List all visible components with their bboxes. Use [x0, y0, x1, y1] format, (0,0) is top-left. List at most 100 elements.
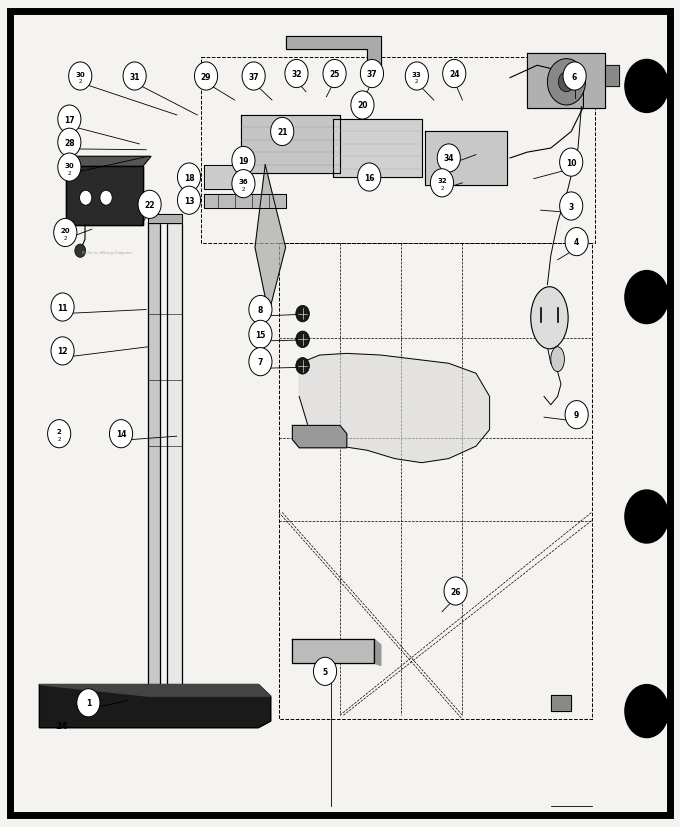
Text: 2: 2 — [57, 437, 61, 442]
Polygon shape — [292, 426, 347, 448]
Polygon shape — [241, 116, 340, 174]
Polygon shape — [66, 167, 143, 226]
Circle shape — [271, 118, 294, 146]
Circle shape — [444, 577, 467, 605]
Text: 9: 9 — [574, 411, 579, 419]
Circle shape — [430, 170, 454, 198]
Circle shape — [58, 129, 81, 157]
Text: 32: 32 — [437, 178, 447, 184]
Text: 3: 3 — [568, 203, 574, 211]
Circle shape — [58, 106, 81, 134]
Polygon shape — [425, 132, 507, 186]
Polygon shape — [66, 157, 151, 167]
Circle shape — [177, 187, 201, 215]
Polygon shape — [527, 54, 605, 109]
Text: 22: 22 — [144, 201, 155, 209]
Circle shape — [625, 271, 668, 324]
Circle shape — [565, 401, 588, 429]
Polygon shape — [255, 165, 286, 314]
Circle shape — [547, 60, 585, 106]
Circle shape — [296, 332, 309, 348]
Text: 25: 25 — [329, 70, 340, 79]
Circle shape — [48, 420, 71, 448]
Text: 15: 15 — [255, 331, 266, 339]
Circle shape — [405, 63, 428, 91]
Text: 2: 2 — [67, 170, 71, 175]
Circle shape — [560, 193, 583, 221]
Polygon shape — [167, 223, 182, 686]
Circle shape — [296, 358, 309, 375]
Polygon shape — [374, 639, 381, 666]
Text: 19: 19 — [238, 157, 249, 165]
Circle shape — [560, 149, 583, 177]
Circle shape — [313, 657, 337, 686]
Text: 34: 34 — [443, 155, 454, 163]
Text: 2: 2 — [63, 236, 67, 241]
Polygon shape — [333, 120, 422, 178]
Circle shape — [625, 60, 668, 113]
Circle shape — [77, 689, 100, 717]
Text: 37: 37 — [248, 73, 259, 81]
Polygon shape — [299, 354, 490, 463]
Text: 20: 20 — [61, 227, 70, 234]
Circle shape — [296, 306, 309, 323]
Circle shape — [109, 420, 133, 448]
Circle shape — [123, 63, 146, 91]
Circle shape — [351, 92, 374, 120]
Text: 12: 12 — [57, 347, 68, 356]
Circle shape — [51, 337, 74, 366]
Circle shape — [75, 245, 86, 258]
Polygon shape — [551, 695, 571, 711]
Circle shape — [249, 348, 272, 376]
Circle shape — [563, 63, 586, 91]
Text: 17: 17 — [64, 116, 75, 124]
Text: 31: 31 — [129, 73, 140, 81]
Text: 32: 32 — [291, 70, 302, 79]
Circle shape — [358, 164, 381, 192]
Text: 24: 24 — [55, 721, 67, 729]
Circle shape — [249, 296, 272, 324]
Text: 18: 18 — [184, 174, 194, 182]
Text: 36: 36 — [239, 179, 248, 185]
Text: 7: 7 — [258, 358, 263, 366]
Circle shape — [69, 63, 92, 91]
Text: 29: 29 — [201, 73, 211, 81]
Circle shape — [54, 219, 77, 247]
Text: 2: 2 — [415, 79, 419, 84]
Circle shape — [51, 294, 74, 322]
Text: 13: 13 — [184, 197, 194, 205]
Circle shape — [100, 191, 112, 206]
Text: 37: 37 — [367, 70, 377, 79]
Circle shape — [138, 191, 161, 219]
Text: 14: 14 — [116, 430, 126, 438]
Text: 28: 28 — [64, 139, 75, 147]
Polygon shape — [204, 194, 286, 208]
Text: 26: 26 — [450, 587, 461, 595]
Polygon shape — [286, 37, 381, 66]
Text: 6: 6 — [572, 73, 577, 81]
Ellipse shape — [551, 347, 564, 372]
Circle shape — [360, 60, 384, 88]
Circle shape — [242, 63, 265, 91]
Circle shape — [232, 147, 255, 175]
Text: 4: 4 — [574, 238, 579, 246]
Polygon shape — [292, 639, 374, 663]
Polygon shape — [39, 685, 271, 728]
Text: Refer to Wiring Diagram: Refer to Wiring Diagram — [82, 251, 132, 254]
Polygon shape — [148, 215, 182, 223]
Text: 1: 1 — [86, 699, 91, 707]
Circle shape — [177, 164, 201, 192]
Circle shape — [80, 191, 92, 206]
Text: 5: 5 — [322, 667, 328, 676]
Circle shape — [232, 170, 255, 198]
Circle shape — [249, 321, 272, 349]
Text: 8: 8 — [258, 306, 263, 314]
Circle shape — [58, 154, 81, 182]
Ellipse shape — [530, 287, 568, 349]
Polygon shape — [39, 685, 271, 696]
Circle shape — [625, 490, 668, 543]
Text: 2: 2 — [57, 428, 61, 435]
Text: 2: 2 — [440, 186, 444, 191]
Text: 21: 21 — [277, 128, 288, 136]
Text: 10: 10 — [566, 159, 577, 167]
